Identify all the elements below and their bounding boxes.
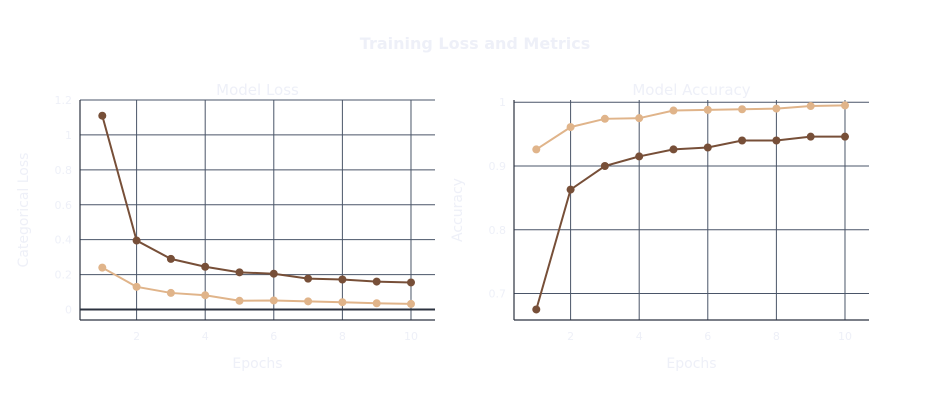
data-point	[98, 263, 107, 272]
x-tick-label: 4	[636, 330, 643, 343]
x-tick-label: 6	[704, 330, 711, 343]
x-tick-label: 2	[567, 330, 574, 343]
data-point	[201, 291, 210, 300]
y-tick-label: 1	[65, 129, 72, 142]
data-point	[635, 114, 644, 123]
y-tick-label: 0.6	[55, 199, 73, 212]
x-tick-label: 10	[404, 330, 418, 343]
data-point	[806, 102, 815, 111]
chart-panel-2: 2 4 6 8 10 0.7 0.8 0.9 1 Model Accuracy Epochs Accu…	[450, 81, 869, 372]
data-point	[772, 136, 781, 145]
series-line-1	[101, 115, 412, 284]
data-point	[201, 262, 210, 271]
x-tick-label: 2	[133, 330, 140, 343]
series-line-2	[101, 266, 412, 305]
y-tick-label: 1	[499, 96, 506, 109]
y-tick-label: 0.4	[55, 234, 73, 247]
data-point	[566, 185, 575, 194]
x-tick-label: 8	[773, 330, 780, 343]
data-point	[600, 162, 609, 170]
data-point	[406, 278, 415, 287]
data-point	[532, 305, 541, 314]
y-tick-label: 0.7	[489, 288, 507, 301]
y-tick-label: 0.2	[55, 269, 73, 282]
data-point	[738, 136, 747, 145]
data-point	[304, 274, 313, 283]
y-tick-label: 0	[65, 304, 72, 317]
y-tick-label: 1.2	[55, 94, 73, 107]
data-point	[338, 275, 347, 284]
data-point	[269, 296, 278, 305]
chart-title: Model Accuracy	[632, 81, 750, 99]
data-point	[166, 288, 175, 297]
data-point	[669, 106, 678, 115]
data-point	[406, 299, 415, 308]
data-point	[338, 298, 347, 307]
data-point	[635, 152, 644, 161]
data-point	[772, 104, 781, 113]
x-tick-label: 8	[339, 330, 346, 343]
data-point	[738, 105, 747, 114]
data-point	[372, 277, 381, 286]
data-point	[600, 114, 609, 123]
x-tick-label: 4	[202, 330, 209, 343]
x-tick-label: 6	[270, 330, 277, 343]
data-point	[304, 297, 313, 306]
data-point	[132, 236, 141, 245]
data-point	[840, 101, 849, 110]
x-axis-label: Epochs	[232, 356, 282, 372]
figure-title: Training Loss and Metrics	[359, 34, 591, 53]
chart-title: Model Loss	[216, 81, 299, 99]
data-point	[98, 111, 107, 120]
data-point	[703, 105, 712, 114]
series-line-1	[535, 135, 845, 310]
data-point	[566, 123, 575, 132]
data-point	[235, 268, 244, 277]
y-tick-label: 0.8	[489, 224, 507, 237]
data-point	[269, 269, 278, 278]
data-point	[372, 299, 381, 308]
data-point	[840, 132, 849, 141]
y-tick-label: 0.9	[489, 160, 507, 173]
chart-panel-1: 2 4 6 8 10 0 0.2 0.4 0.6 0.8 1 1.2 Model Loss Epochs C…	[16, 81, 435, 372]
data-point	[132, 282, 141, 291]
x-axis-label: Epochs	[666, 356, 716, 372]
y-tick-label: 0.8	[55, 164, 73, 177]
data-point	[806, 132, 815, 141]
series-line-2	[535, 104, 846, 151]
x-tick-label: 10	[838, 330, 852, 343]
data-point	[703, 143, 712, 152]
data-point	[235, 296, 244, 305]
y-axis-label: Categorical Loss	[16, 153, 32, 268]
data-point	[532, 145, 541, 154]
y-axis-label: Accuracy	[450, 178, 466, 242]
data-point	[669, 145, 678, 154]
data-point	[166, 254, 175, 263]
